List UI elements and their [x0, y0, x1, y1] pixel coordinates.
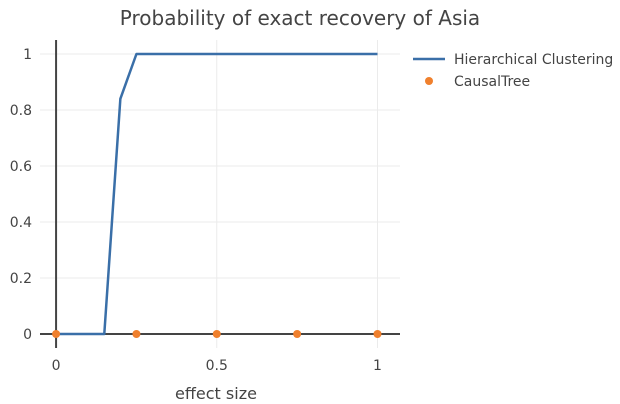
- series-line-hierarchical-clustering: [56, 52, 378, 336]
- series-point-causaltree: [293, 330, 302, 338]
- y-tick-label: 0.2: [10, 271, 32, 287]
- legend: Hierarchical Clustering CausalTree: [413, 52, 613, 90]
- series-point-causaltree: [373, 330, 382, 338]
- legend-label: CausalTree: [454, 74, 530, 90]
- series-point-causaltree: [212, 330, 221, 338]
- tick-labels: 0 0.2 0.4 0.6 0.8 1 0 0.5 1: [10, 47, 382, 374]
- grid-lines: [40, 40, 400, 348]
- x-tick-label: 0: [52, 358, 61, 374]
- series-point-causaltree: [52, 330, 61, 338]
- y-tick-label: 0: [23, 327, 32, 343]
- x-tick-label: 0.5: [206, 358, 228, 374]
- chart-title: Probability of exact recovery of Asia: [120, 6, 480, 30]
- x-tick-label: 1: [373, 358, 382, 374]
- y-tick-label: 1: [23, 47, 32, 63]
- series-point-causaltree: [132, 330, 141, 338]
- legend-swatch-marker: [425, 77, 433, 85]
- legend-label: Hierarchical Clustering: [454, 52, 613, 68]
- y-tick-label: 0.4: [10, 215, 32, 231]
- x-axis-label: effect size: [175, 384, 257, 403]
- series-layer: [52, 52, 382, 338]
- y-tick-label: 0.6: [10, 159, 32, 175]
- y-tick-label: 0.8: [10, 103, 32, 119]
- axes: [40, 40, 400, 348]
